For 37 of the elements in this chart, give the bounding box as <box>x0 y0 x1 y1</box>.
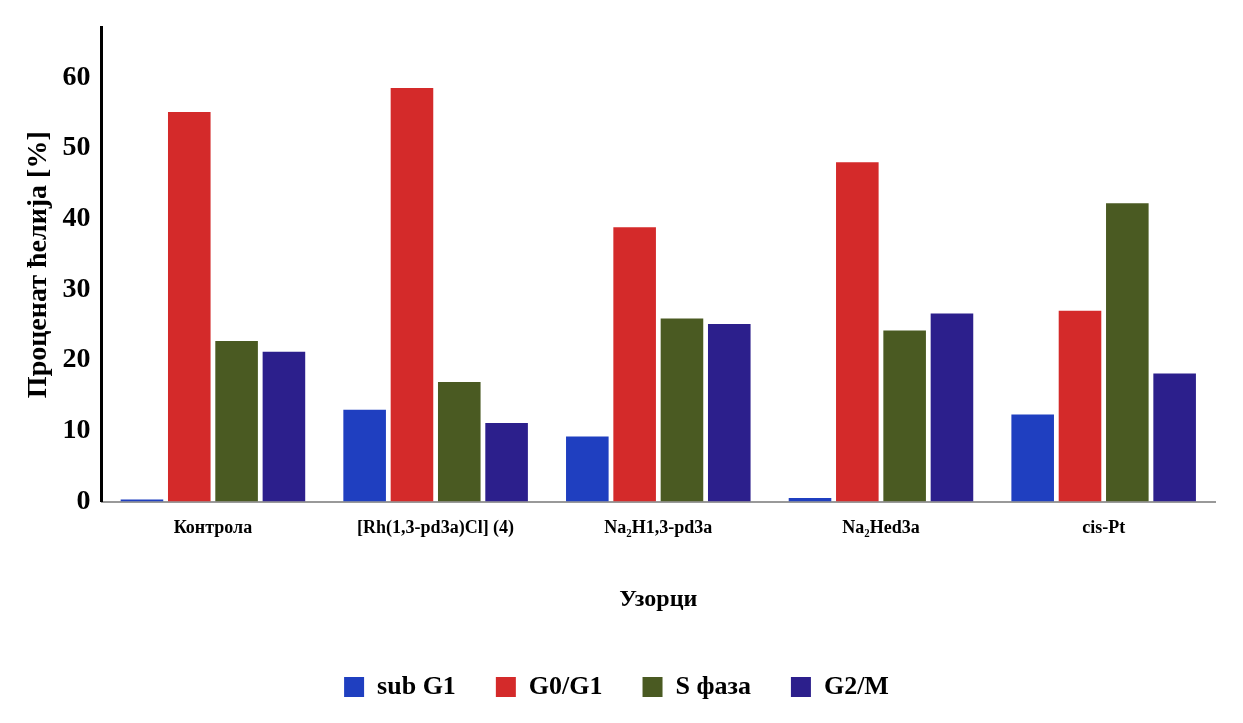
bar <box>343 409 386 502</box>
x-tick-label: Na₂H1,3-pd3a <box>604 517 713 538</box>
bar <box>1011 414 1054 502</box>
y-tick-label: 10 <box>62 413 91 445</box>
bar <box>215 341 258 502</box>
x-tick-label: cis-Pt <box>1082 517 1126 538</box>
bar <box>120 499 164 502</box>
bar <box>836 162 879 502</box>
bar <box>707 324 751 502</box>
bar <box>167 111 211 502</box>
bar <box>437 382 481 502</box>
x-tick-label: Na₂Hed3a <box>842 517 920 538</box>
bar <box>262 351 306 502</box>
y-tick-label: 40 <box>62 200 91 232</box>
bar <box>883 330 926 502</box>
y-tick-label: 0 <box>76 483 91 515</box>
bar <box>930 313 974 502</box>
legend-label: S фаза <box>675 670 751 700</box>
bar <box>1106 203 1149 502</box>
bar <box>660 318 704 502</box>
y-tick-label: 20 <box>62 342 91 374</box>
bar <box>1058 310 1102 502</box>
bar <box>1153 373 1196 502</box>
x-tick-label: [Rh(1,3-pd3a)Cl] (4) <box>357 517 515 539</box>
x-tick-label: Контрола <box>173 517 253 538</box>
legend-label: G0/G1 <box>528 670 603 700</box>
bar <box>390 87 434 502</box>
bar <box>566 436 609 502</box>
y-tick-label: 60 <box>62 59 91 91</box>
bar <box>613 227 656 502</box>
x-axis-title: Узорци <box>619 584 698 611</box>
y-tick-label: 50 <box>62 130 91 162</box>
bar <box>485 423 528 502</box>
legend-label: G2/M <box>823 670 889 700</box>
y-tick-label: 30 <box>62 271 91 303</box>
legend-label: sub G1 <box>377 670 456 700</box>
y-axis-title: Проценат ћелија [%] <box>21 131 53 399</box>
